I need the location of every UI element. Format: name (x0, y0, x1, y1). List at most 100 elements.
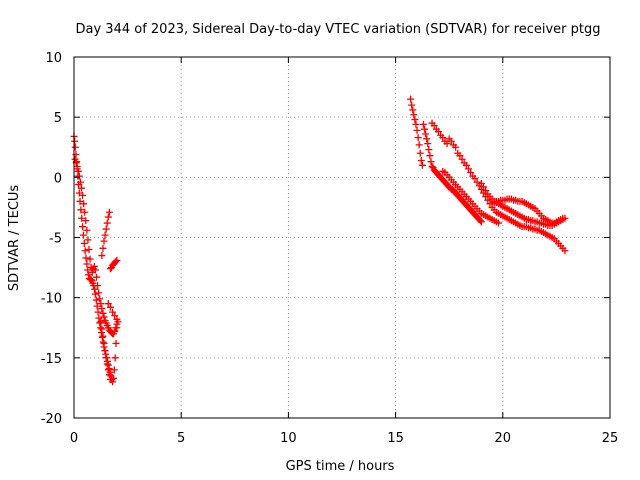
data-point (112, 324, 120, 332)
data-point (91, 290, 99, 298)
data-point (103, 360, 111, 368)
data-point (97, 318, 105, 326)
data-point (477, 179, 485, 187)
data-point (456, 152, 464, 160)
data-point (452, 143, 460, 151)
data-point (85, 246, 93, 254)
data-point (110, 366, 118, 374)
data-point (100, 339, 108, 347)
data-point (79, 231, 87, 239)
y-axis-title: SDTVAR / TECUs (7, 185, 22, 292)
data-point (111, 327, 119, 335)
data-point (98, 325, 106, 333)
data-point (111, 312, 119, 320)
grid-lines (74, 57, 610, 418)
data-point (85, 271, 93, 279)
data-points (70, 95, 569, 386)
data-point (484, 196, 492, 204)
data-point (462, 161, 470, 169)
data-point (76, 197, 84, 205)
x-tick-label: 15 (387, 431, 404, 446)
data-point (101, 347, 109, 355)
data-point (104, 213, 112, 221)
data-point (473, 178, 481, 186)
data-point (109, 308, 117, 316)
data-point (113, 315, 121, 323)
data-point (84, 236, 92, 244)
data-point (80, 240, 88, 248)
data-point (99, 338, 107, 346)
x-tick-label: 10 (280, 431, 297, 446)
data-point (83, 226, 91, 234)
data-point (79, 191, 87, 199)
data-point (412, 120, 420, 128)
data-point (103, 219, 111, 227)
data-point (74, 167, 82, 175)
data-point (81, 247, 89, 255)
data-point (419, 120, 427, 128)
data-point (75, 172, 83, 180)
data-point (427, 158, 435, 166)
data-point (464, 165, 472, 173)
data-point (413, 126, 421, 134)
y-tick-label: -20 (41, 412, 62, 427)
data-point (100, 237, 108, 245)
data-point (78, 214, 86, 222)
data-point (98, 252, 106, 260)
data-point (428, 163, 436, 171)
data-point (101, 231, 109, 239)
data-point (495, 219, 503, 227)
x-tick-label: 5 (177, 431, 185, 446)
data-point (79, 223, 87, 231)
data-point (102, 225, 110, 233)
y-tick-label: -5 (49, 232, 62, 247)
data-point (76, 178, 84, 186)
data-point (447, 137, 455, 145)
data-point (106, 265, 114, 273)
data-point (105, 365, 113, 373)
data-point (409, 106, 417, 114)
data-point (105, 208, 113, 216)
data-point (97, 300, 105, 308)
data-point (480, 183, 488, 191)
data-point (434, 128, 442, 136)
data-point (410, 111, 418, 119)
axis-ticks (73, 56, 611, 419)
x-tick-label: 0 (70, 431, 78, 446)
data-point (71, 155, 79, 163)
data-point (91, 266, 99, 274)
data-point (443, 140, 451, 148)
data-point (86, 255, 94, 263)
data-point (80, 200, 88, 208)
data-point (106, 303, 114, 311)
y-tick-label: 10 (45, 51, 62, 66)
y-tick-label: 5 (54, 111, 62, 126)
y-tick-label: -10 (41, 292, 62, 307)
x-tick-label: 20 (495, 431, 512, 446)
data-point (98, 304, 106, 312)
data-point (476, 217, 484, 225)
data-point (426, 152, 434, 160)
data-point (113, 256, 121, 264)
data-point (102, 354, 110, 362)
data-point (106, 375, 114, 383)
data-point (82, 254, 90, 262)
data-point (78, 184, 86, 192)
data-point (416, 149, 424, 157)
data-point (82, 217, 90, 225)
data-point (414, 134, 422, 142)
data-point (94, 282, 102, 290)
data-point (104, 366, 112, 374)
data-point (77, 206, 85, 214)
data-point (83, 260, 91, 268)
data-point (104, 300, 112, 308)
data-point (99, 244, 107, 252)
data-point (95, 289, 103, 297)
data-point (97, 324, 105, 332)
data-point (81, 208, 89, 216)
data-point (423, 135, 431, 143)
data-point (90, 262, 98, 270)
data-point (91, 285, 99, 293)
